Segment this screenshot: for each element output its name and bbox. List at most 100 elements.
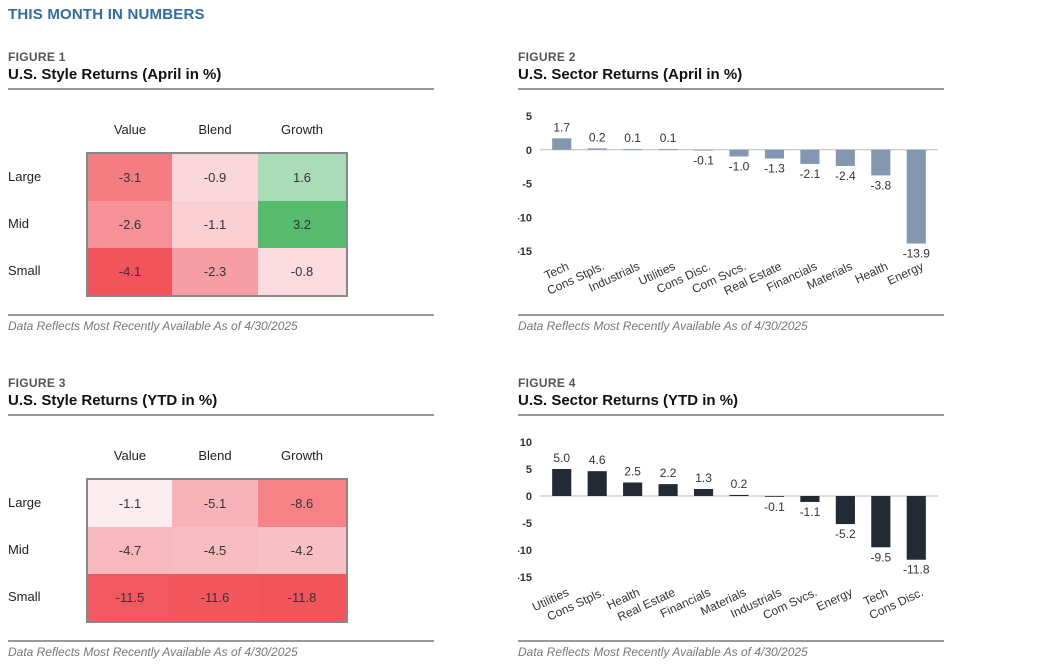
bar-data-label: -13.9 xyxy=(903,247,931,261)
bar-data-label: 4.6 xyxy=(589,453,606,467)
figure-label: FIGURE 3 xyxy=(8,376,66,390)
bar-data-label: -1.3 xyxy=(764,162,785,176)
bar-data-label: 2.2 xyxy=(660,466,677,480)
y-tick-label: -15 xyxy=(518,572,532,584)
heatmap-column-header: Value xyxy=(113,448,147,463)
y-tick-label: 0 xyxy=(526,491,532,503)
heatmap-cell: -2.3 xyxy=(172,248,258,295)
bar xyxy=(835,496,855,525)
heatmap-grid: -1.1 -5.1 -8.6 -4.7 -4.5 -4.2 -11.5 -11.6 -11.8 xyxy=(86,478,348,623)
figure-label: FIGURE 2 xyxy=(518,50,576,64)
bar-data-label: 1.7 xyxy=(553,120,570,134)
figure-4-panel: FIGURE 4 U.S. Sector Returns (YTD in %) … xyxy=(518,376,944,662)
bar-data-label: 0.2 xyxy=(731,477,748,491)
heatmap-cell: -4.7 xyxy=(88,527,172,574)
bar xyxy=(729,494,749,496)
y-tick-label: 10 xyxy=(520,437,532,449)
y-tick-label: 5 xyxy=(526,111,532,123)
bar-data-label: 0.1 xyxy=(660,131,677,145)
bar-data-label: 0.1 xyxy=(624,131,641,145)
heatmap-cell: -4.2 xyxy=(258,527,346,574)
bar xyxy=(764,496,785,497)
bar xyxy=(693,149,714,151)
heatmap-column-header: Value xyxy=(113,122,147,137)
heatmap-cell: -1.1 xyxy=(172,201,258,248)
heatmap-cell: -8.6 xyxy=(258,480,346,527)
heatmap-row-header: Mid xyxy=(8,216,29,231)
bar xyxy=(729,149,749,157)
figure-title: U.S. Style Returns (April in %) xyxy=(8,66,434,90)
bar xyxy=(764,149,785,159)
bar-data-label: -0.1 xyxy=(693,154,714,168)
heatmap-grid: -3.1 -0.9 1.6 -2.6 -1.1 3.2 -4.1 -2.3 -0.8 xyxy=(86,152,348,297)
heatmap-cell: 1.6 xyxy=(258,154,346,201)
y-tick-label: 0 xyxy=(526,145,532,157)
heatmap-cell: -1.1 xyxy=(88,480,172,527)
figure-label: FIGURE 1 xyxy=(8,50,66,64)
bar-data-label: 1.3 xyxy=(695,471,712,485)
heatmap-cell: -4.5 xyxy=(172,527,258,574)
y-tick-label: -15 xyxy=(518,246,532,258)
heatmap-cell: -11.5 xyxy=(88,574,172,621)
heatmap-row-header: Small xyxy=(8,589,41,604)
x-tick-label: Energy xyxy=(885,259,925,288)
style-heatmap: Value Blend Growth Large Mid Small -1.1 -5.1 -8.… xyxy=(8,420,434,630)
figure-1-panel: FIGURE 1 U.S. Style Returns (April in %)… xyxy=(8,50,434,336)
bar xyxy=(800,496,820,502)
style-heatmap: Value Blend Growth Large Mid Small -3.1 -0.9 1.6… xyxy=(8,94,434,304)
heatmap-cell: -0.8 xyxy=(258,248,346,295)
heatmap-column-header: Growth xyxy=(281,448,323,463)
bar-data-label: 5.0 xyxy=(553,451,570,465)
bar xyxy=(623,149,643,150)
figure-footnote: Data Reflects Most Recently Available As… xyxy=(8,640,434,659)
heatmap-column-header: Blend xyxy=(198,448,232,463)
bar xyxy=(552,469,572,496)
heatmap-column-header: Blend xyxy=(198,122,232,137)
heatmap-row-header: Large xyxy=(8,169,42,184)
page-title: THIS MONTH IN NUMBERS xyxy=(8,6,205,23)
bar-data-label: -11.8 xyxy=(903,563,930,577)
heatmap-row-header: Mid xyxy=(8,542,29,557)
bar-data-label: -2.4 xyxy=(835,169,856,183)
figure-footnote: Data Reflects Most Recently Available As… xyxy=(8,314,434,333)
heatmap-row-header: Small xyxy=(8,263,41,278)
figure-footnote: Data Reflects Most Recently Available As… xyxy=(518,314,944,333)
heatmap-cell: -0.9 xyxy=(172,154,258,201)
bar-data-label: -1.1 xyxy=(800,505,821,519)
bar xyxy=(658,149,678,150)
bar-data-label: 0.2 xyxy=(589,130,606,144)
y-tick-label: -10 xyxy=(518,545,532,557)
x-tick-label: Health xyxy=(853,259,890,286)
heatmap-cell: -2.6 xyxy=(88,201,172,248)
bar xyxy=(587,148,607,150)
bar xyxy=(906,496,926,560)
figure-title: U.S. Sector Returns (April in %) xyxy=(518,66,944,90)
bar xyxy=(552,138,572,150)
figure-label: FIGURE 4 xyxy=(518,376,576,390)
figure-2-panel: FIGURE 2 U.S. Sector Returns (April in %… xyxy=(518,50,944,336)
figure-title: U.S. Style Returns (YTD in %) xyxy=(8,392,434,416)
heatmap-column-header: Growth xyxy=(281,122,323,137)
bar xyxy=(658,484,678,496)
bar xyxy=(835,149,855,166)
y-tick-label: -5 xyxy=(522,518,532,530)
x-tick-label: Energy xyxy=(814,585,854,614)
bar xyxy=(871,149,891,176)
heatmap-row-header: Large xyxy=(8,495,42,510)
heatmap-cell: -11.6 xyxy=(172,574,258,621)
bar-data-label: -2.1 xyxy=(800,167,821,181)
y-tick-label: -5 xyxy=(522,179,532,191)
heatmap-cell: -5.1 xyxy=(172,480,258,527)
bar-data-label: -0.1 xyxy=(764,500,785,514)
bar-data-label: 2.5 xyxy=(624,465,641,479)
figure-3-panel: FIGURE 3 U.S. Style Returns (YTD in %) V… xyxy=(8,376,434,662)
bar xyxy=(623,482,643,496)
heatmap-cell: -3.1 xyxy=(88,154,172,201)
bar-data-label: -9.5 xyxy=(870,550,891,564)
bar-data-label: -1.0 xyxy=(729,160,750,174)
bar-data-label: -5.2 xyxy=(835,527,856,541)
heatmap-cell: -11.8 xyxy=(258,574,346,621)
heatmap-cell: -4.1 xyxy=(88,248,172,295)
